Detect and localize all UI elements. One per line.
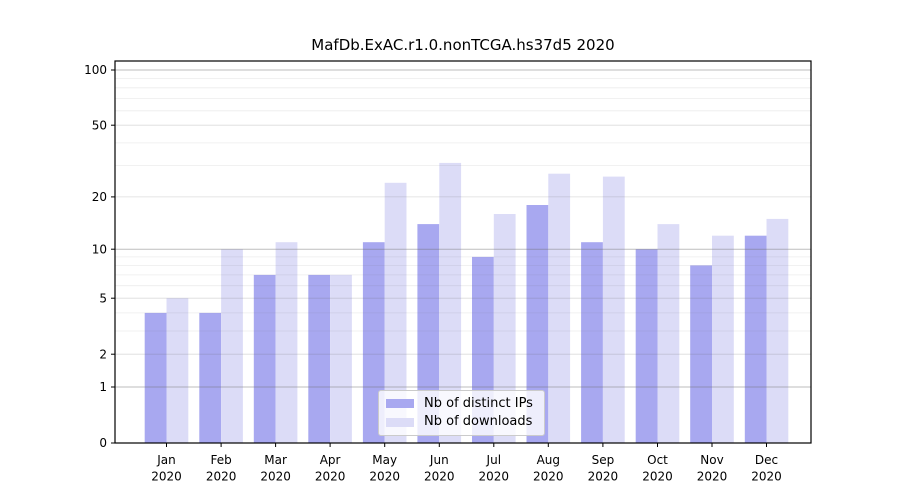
legend-label-distinct-ips: Nb of distinct IPs xyxy=(424,395,533,411)
bar-downloads-mar xyxy=(275,242,298,443)
bar-downloads-nov xyxy=(712,235,734,443)
bar-downloads-dec xyxy=(766,218,789,443)
x-tick-label-aug: Aug 2020 xyxy=(533,453,564,484)
bar-downloads-jul xyxy=(493,214,516,443)
y-tick-label: 2 xyxy=(99,347,107,361)
y-tick-label: 10 xyxy=(92,242,107,256)
bar-downloads-sep xyxy=(602,176,625,443)
bar-downloads-may xyxy=(384,182,407,444)
x-tick-label-jun: Jun 2020 xyxy=(424,453,455,484)
x-tick-label-apr: Apr 2020 xyxy=(315,453,346,484)
x-tick-label-may: May 2020 xyxy=(369,453,400,484)
bar-distinct-ips-oct xyxy=(635,249,658,443)
chart-title: MafDb.ExAC.r1.0.nonTCGA.hs37d5 2020 xyxy=(311,36,615,54)
bar-distinct-ips-sep xyxy=(581,242,603,443)
y-tick-label: 0 xyxy=(99,436,107,450)
bar-downloads-aug xyxy=(548,173,571,443)
y-tick-label: 100 xyxy=(84,63,107,77)
legend-swatch-distinct-ips xyxy=(386,399,414,409)
legend-row: Nb of distinct IPs xyxy=(386,395,544,411)
bar-distinct-ips-dec xyxy=(744,235,767,443)
y-tick-label: 5 xyxy=(99,291,107,305)
bar-distinct-ips-feb xyxy=(199,312,222,443)
x-tick-label-oct: Oct 2020 xyxy=(642,453,673,484)
legend-row: Nb of downloads xyxy=(386,414,544,429)
x-tick-label-nov: Nov 2020 xyxy=(697,453,728,484)
bar-downloads-jun xyxy=(439,162,462,443)
x-tick-label-mar: Mar 2020 xyxy=(260,453,291,484)
y-tick-label: 20 xyxy=(92,190,107,204)
plot-frame xyxy=(114,60,812,444)
legend-swatch-downloads xyxy=(386,417,414,427)
bar-distinct-ips-jan xyxy=(144,312,167,443)
bar-distinct-ips-nov xyxy=(690,265,712,443)
x-tick-label-feb: Feb 2020 xyxy=(206,453,237,484)
y-tick-label: 1 xyxy=(99,380,107,394)
bar-distinct-ips-apr xyxy=(308,274,331,443)
bar-downloads-feb xyxy=(221,249,243,443)
bar-downloads-oct xyxy=(657,224,680,443)
x-tick-label-jan: Jan 2020 xyxy=(151,453,182,484)
bar-distinct-ips-jun xyxy=(417,224,440,443)
legend-label-downloads: Nb of downloads xyxy=(424,414,533,429)
bar-downloads-jan xyxy=(166,298,189,443)
x-tick-label-sep: Sep 2020 xyxy=(588,453,619,484)
y-tick-label: 50 xyxy=(92,118,107,132)
bar-distinct-ips-aug xyxy=(526,205,549,443)
x-tick-label-jul: Jul 2020 xyxy=(479,453,510,484)
bar-distinct-ips-mar xyxy=(253,274,276,443)
legend: Nb of distinct IPs Nb of downloads xyxy=(378,390,545,436)
bar-downloads-apr xyxy=(330,274,352,443)
x-tick-label-dec: Dec 2020 xyxy=(751,453,782,484)
